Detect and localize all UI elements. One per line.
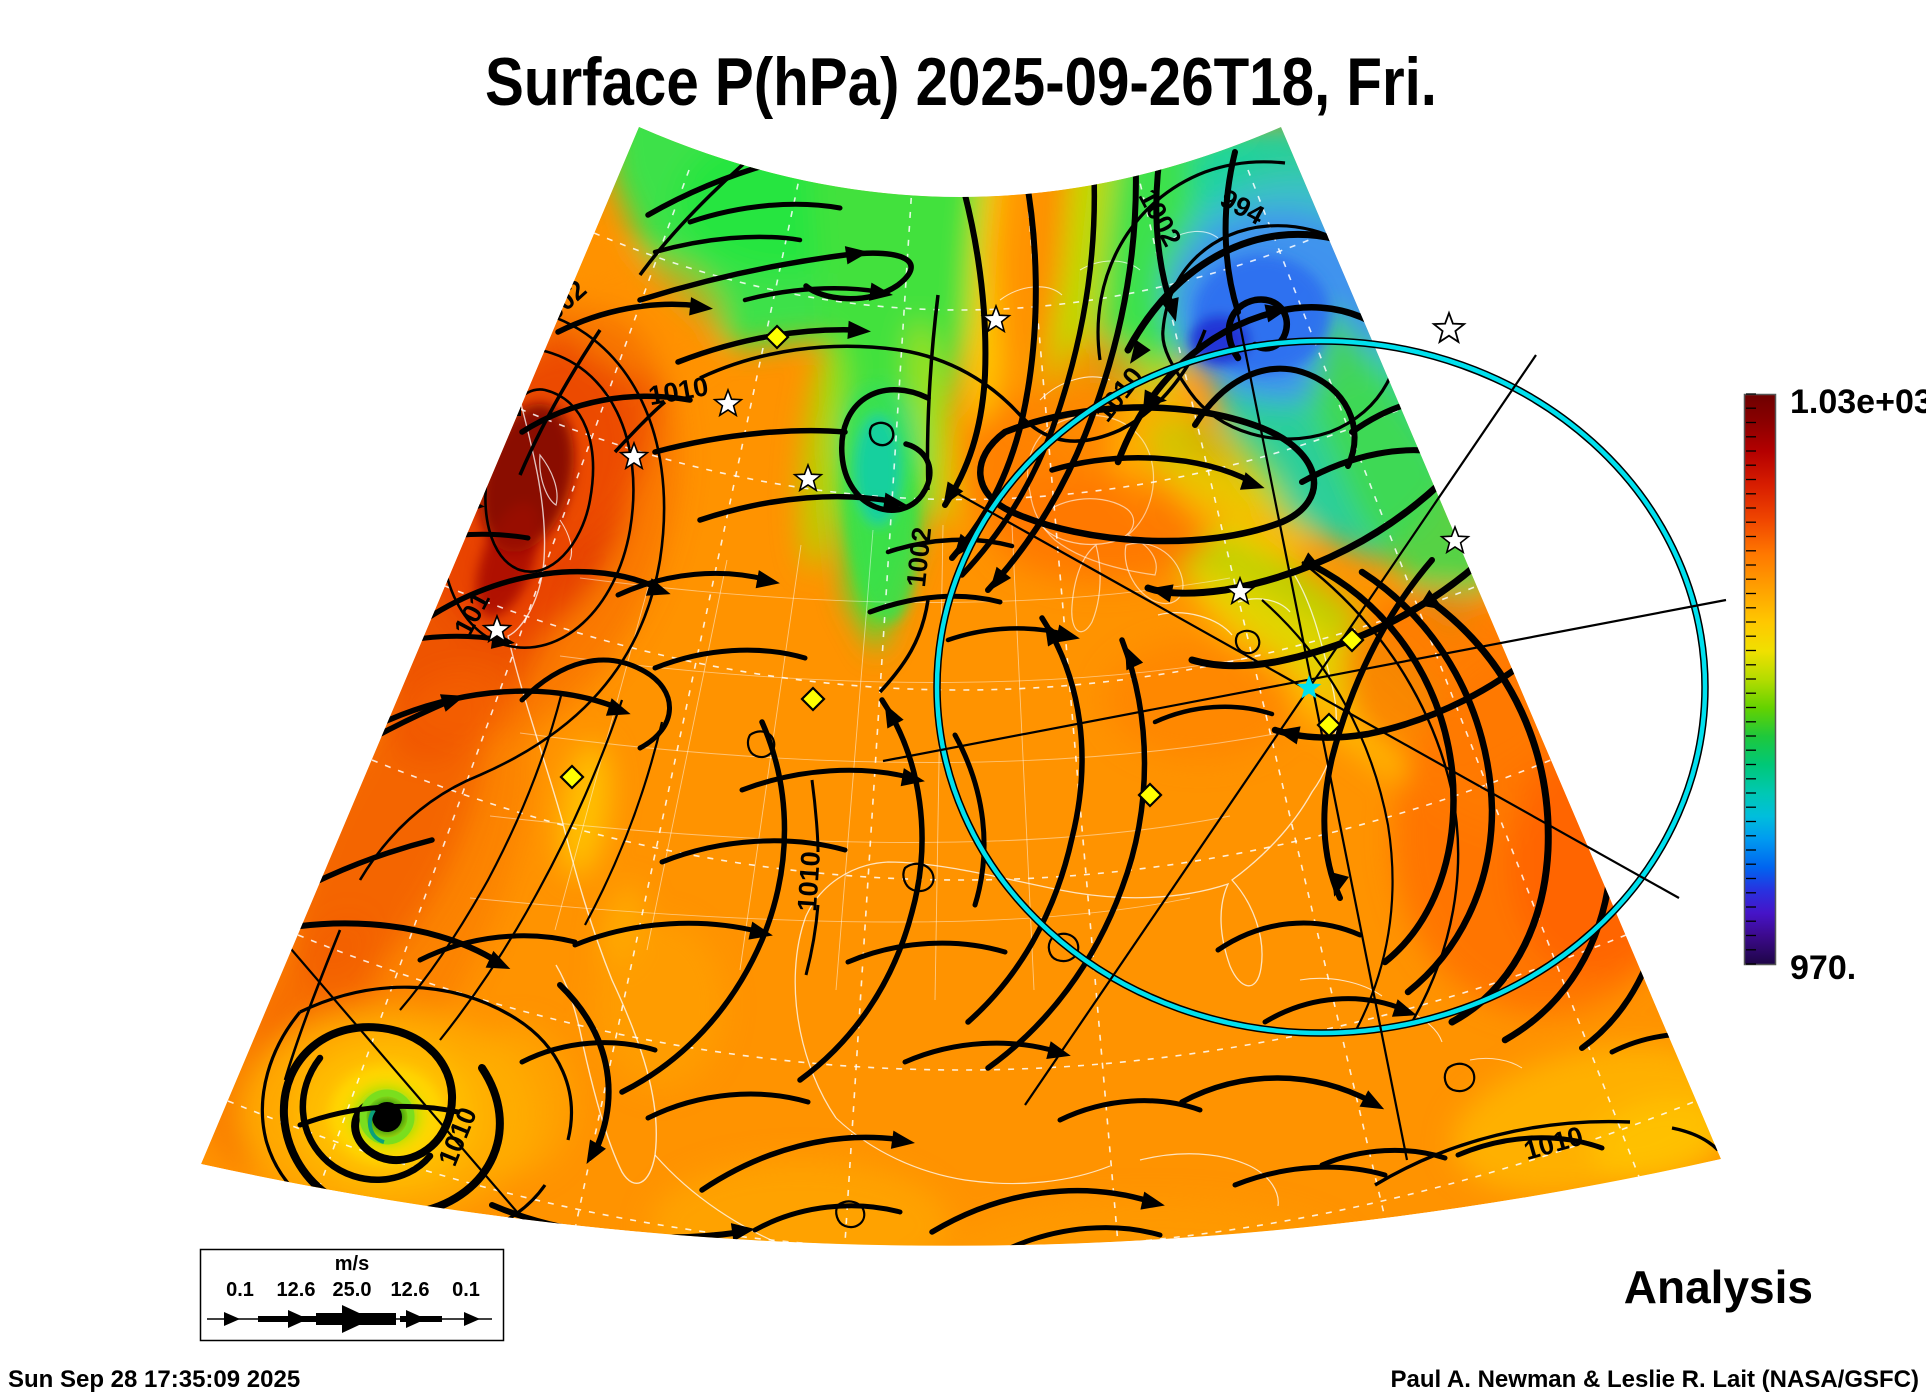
svg-text:Paul A. Newman & Leslie R. Lai: Paul A. Newman & Leslie R. Lait (NASA/GS… — [1390, 1366, 1919, 1393]
svg-text:1.03e+03: 1.03e+03 — [1790, 383, 1926, 421]
svg-text:12.6: 12.6 — [277, 1279, 316, 1301]
svg-text:Surface P(hPa) 2025-09-26T18,: Surface P(hPa) 2025-09-26T18, Fri. — [485, 44, 1437, 120]
svg-text:0.1: 0.1 — [452, 1279, 480, 1301]
svg-text:Sun Sep 28 17:35:09 2025: Sun Sep 28 17:35:09 2025 — [8, 1366, 300, 1393]
svg-text:m/s: m/s — [335, 1253, 369, 1275]
svg-text:970.: 970. — [1790, 949, 1856, 987]
svg-text:1002: 1002 — [901, 526, 937, 589]
svg-text:Analysis: Analysis — [1624, 1261, 1813, 1313]
svg-text:0.1: 0.1 — [226, 1279, 254, 1301]
svg-text:12.6: 12.6 — [391, 1279, 430, 1301]
svg-text:1010: 1010 — [792, 850, 826, 912]
svg-text:25.0: 25.0 — [333, 1279, 372, 1301]
